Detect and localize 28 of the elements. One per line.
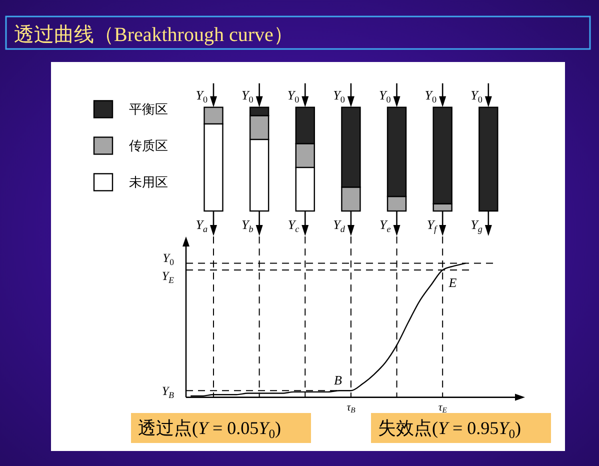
x-tick-label: Y$_{b}$ <box>242 217 254 234</box>
annotation: Y$_{0}$ <box>424 87 438 104</box>
annotation: Y$_{0}$ <box>196 87 208 104</box>
x-tick-label: Y$_{g}$ <box>470 217 483 234</box>
ref-line-label: Y$_{E}$ <box>162 269 175 285</box>
annotation: B <box>334 372 342 388</box>
x-tick-label: τ$_{B}$ <box>346 401 356 415</box>
annotation: Y$_{0}$ <box>378 87 392 104</box>
text: 透过点(Y = 0.05Y$_{0}$) <box>138 418 281 441</box>
ref-line-label: Y$_{B}$ <box>162 384 175 400</box>
chart-title: 透过曲线（Breakthrough curve） <box>14 24 294 46</box>
annotation: Y$_{0}$ <box>242 87 254 104</box>
annotation: Y$_{0}$ <box>470 87 483 104</box>
x-tick-label: Y$_{f}$ <box>426 217 438 234</box>
text: 失效点(Y = 0.95Y$_{0}$) <box>378 418 521 441</box>
ref-line-label: Y$_{0}$ <box>162 251 175 267</box>
bar <box>478 106 498 212</box>
x-tick-label: Y$_{e}$ <box>379 217 391 234</box>
legend-label: 传质区 <box>129 138 168 154</box>
annotation: E <box>448 275 457 290</box>
legend-label: 未用区 <box>129 174 168 190</box>
x-tick-label: Y$_{d}$ <box>333 217 346 234</box>
annotation: Y$_{0}$ <box>333 87 346 104</box>
legend-label: 平衡区 <box>129 102 168 117</box>
x-tick-label: Y$_{a}$ <box>196 217 208 234</box>
x-tick-label: τ$_{E}$ <box>438 401 448 415</box>
x-tick-label: Y$_{c}$ <box>288 217 300 234</box>
annotation: Y$_{0}$ <box>287 87 300 104</box>
